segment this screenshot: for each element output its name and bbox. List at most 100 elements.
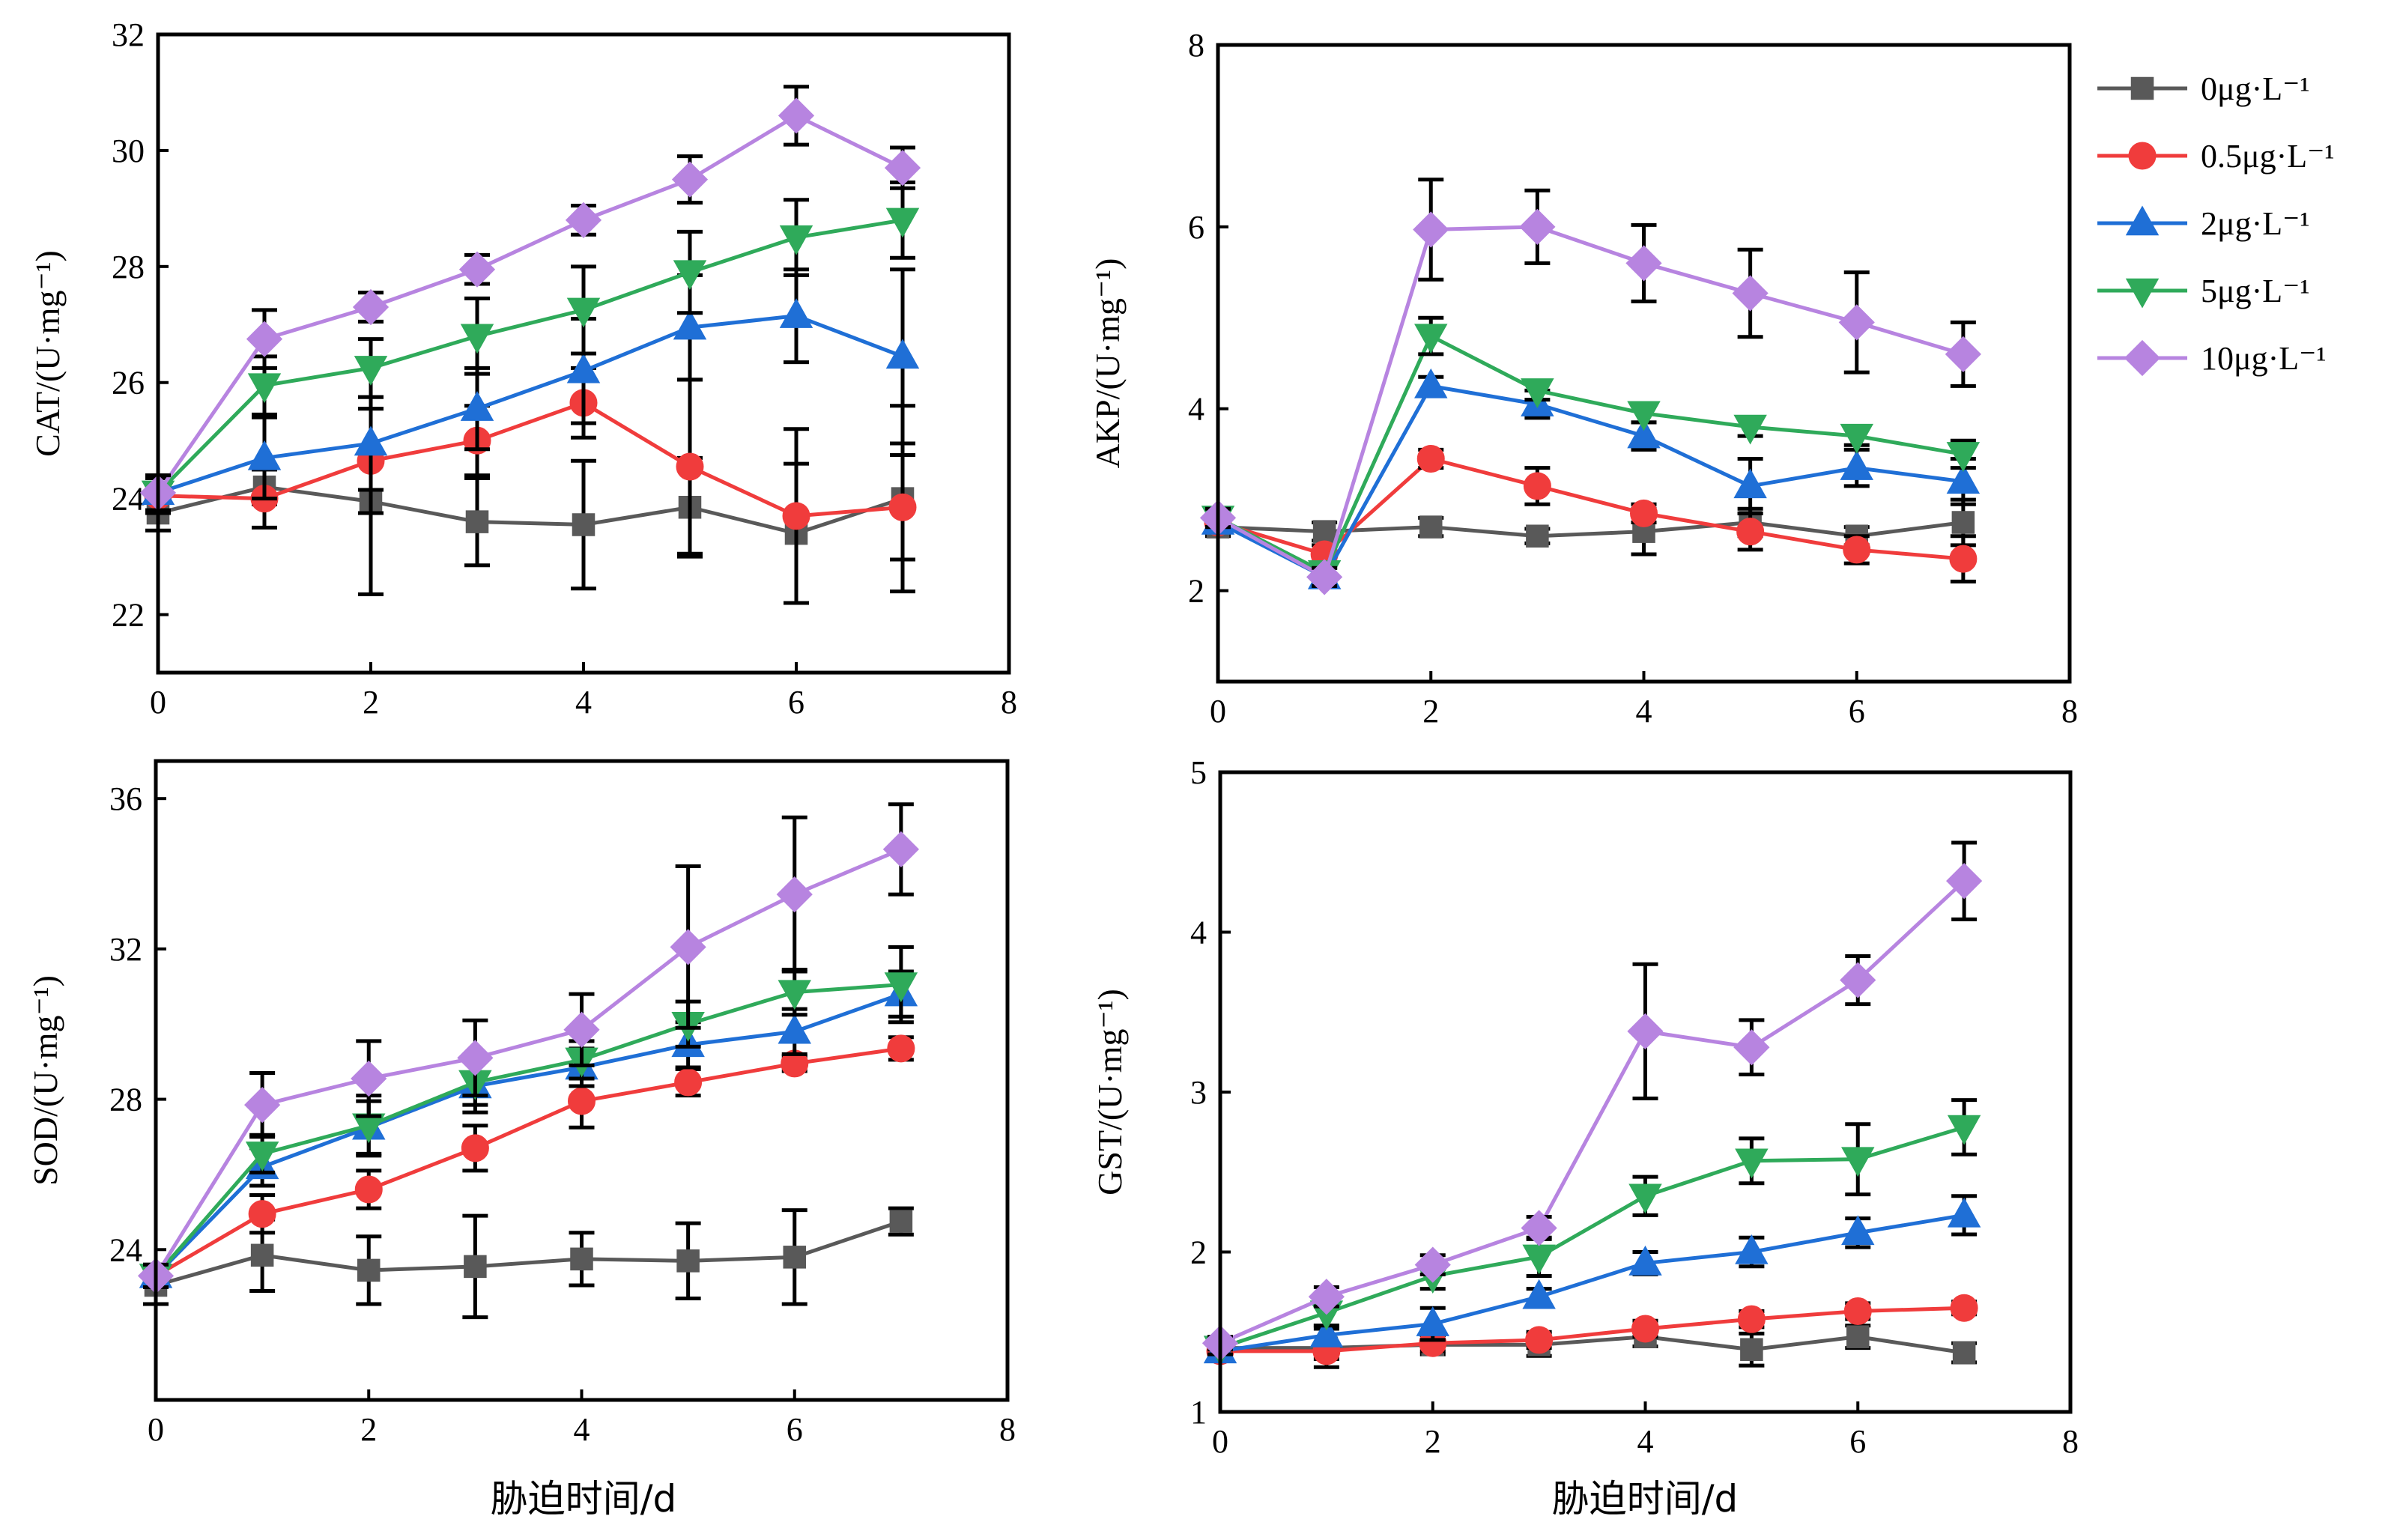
data-point [1947,1115,1981,1145]
data-point [1949,545,1978,573]
data-point [778,1013,811,1044]
data-point [1840,423,1873,454]
data-point [354,425,388,456]
series-line [157,401,903,518]
series-line [1216,225,1964,579]
x-tick-label: 4 [1637,1423,1654,1460]
data-point [778,97,815,134]
data-point [570,1247,593,1271]
data-point [1736,518,1765,546]
data-point [568,1087,596,1115]
data-point [1737,1305,1766,1333]
data-point [1952,1341,1976,1365]
data-point [779,225,813,255]
x-axis-label-left: 胁迫时间/d [491,1477,677,1521]
series-0.5μg·L⁻¹ [1206,1294,1978,1365]
y-tick-label: 28 [109,1082,142,1118]
data-point [1735,1148,1769,1179]
y-tick-label: 4 [1190,915,1207,951]
data-point [1732,275,1769,312]
x-tick-label: 6 [1849,693,1865,730]
data-point [1309,1317,1344,1348]
y-tick-label: 5 [1190,754,1207,791]
legend: 0μg·L⁻¹ 0.5μg·L⁻¹ 2μg·L⁻¹ 5μg·L⁻¹ 10μg·L⁻¹ [2097,70,2335,377]
series-line [155,1219,902,1288]
y-tick-label: 32 [112,16,145,53]
x-tick-label: 6 [1849,1423,1866,1460]
data-point [247,440,282,470]
series-10μg·L⁻¹ [1201,840,1983,1362]
data-point [1525,1326,1554,1354]
legend-marker [2124,339,2161,377]
y-axis-label: GST/(U·mg⁻¹) [1091,989,1129,1195]
x-tick-label: 0 [148,1411,164,1448]
x-tick-label: 2 [363,684,379,721]
legend-marker [2128,142,2157,170]
data-point [1627,401,1661,431]
data-point [246,321,283,357]
x-tick-label: 4 [1636,693,1652,730]
series-0μg·L⁻¹ [143,1206,914,1320]
data-point [1521,1210,1557,1246]
data-point [1523,472,1551,500]
data-point [1846,1325,1870,1348]
data-point [465,510,489,533]
data-point [1735,1234,1769,1264]
data-point [1522,1279,1556,1309]
series-line [154,847,902,1277]
x-tick-label: 8 [2061,693,2078,730]
y-tick-label: 1 [1190,1394,1207,1431]
legend-label: 10μg·L⁻¹ [2201,340,2327,377]
y-tick-label: 26 [112,365,145,401]
plot-frame [156,32,1011,675]
data-point [776,876,813,913]
x-tick-label: 8 [2062,1423,2079,1460]
y-tick-label: 24 [109,1231,142,1268]
data-point [1946,442,1981,472]
data-point [779,298,813,328]
data-point [1526,524,1549,548]
y-tick-label: 30 [112,133,145,169]
x-tick-label: 4 [574,1411,590,1448]
y-tick-label: 28 [112,249,145,285]
data-point [1627,1013,1664,1049]
y-tick-label: 6 [1188,209,1204,246]
data-point [460,324,494,354]
data-point [1631,1315,1659,1343]
data-point [457,1040,494,1076]
data-point [357,1258,381,1282]
plot-frame [1218,770,2073,1414]
series-line [1220,1335,1965,1355]
data-point [674,1068,703,1097]
legend-label: 0μg·L⁻¹ [2201,70,2310,107]
x-tick-label: 0 [150,684,166,721]
series-line [157,314,903,495]
legend-marker [2125,278,2160,309]
legend-label: 2μg·L⁻¹ [2201,205,2310,242]
series-line [1220,1306,1965,1353]
data-point [889,1210,913,1233]
data-point [1945,336,1981,372]
data-point [566,353,601,384]
data-point [1306,559,1343,595]
data-point [464,1255,487,1279]
data-point [782,502,810,530]
data-point [1841,1215,1875,1246]
y-tick-label: 4 [1188,391,1204,428]
y-tick-label: 22 [112,597,145,634]
data-point [1521,378,1554,408]
data-point [783,1246,807,1269]
data-point [1312,520,1336,543]
data-point [1951,511,1975,534]
y-axis-label: CAT/(U·mg⁻¹) [28,250,67,457]
y-axis-label: AKP/(U·mg⁻¹) [1088,258,1127,469]
data-point [887,1034,915,1063]
x-tick-label: 2 [360,1411,377,1448]
data-point [1740,1338,1763,1361]
data-point [563,1011,600,1048]
data-point [1414,1246,1451,1283]
data-point [1946,464,1981,494]
data-point [1419,515,1443,539]
data-point [673,309,707,340]
